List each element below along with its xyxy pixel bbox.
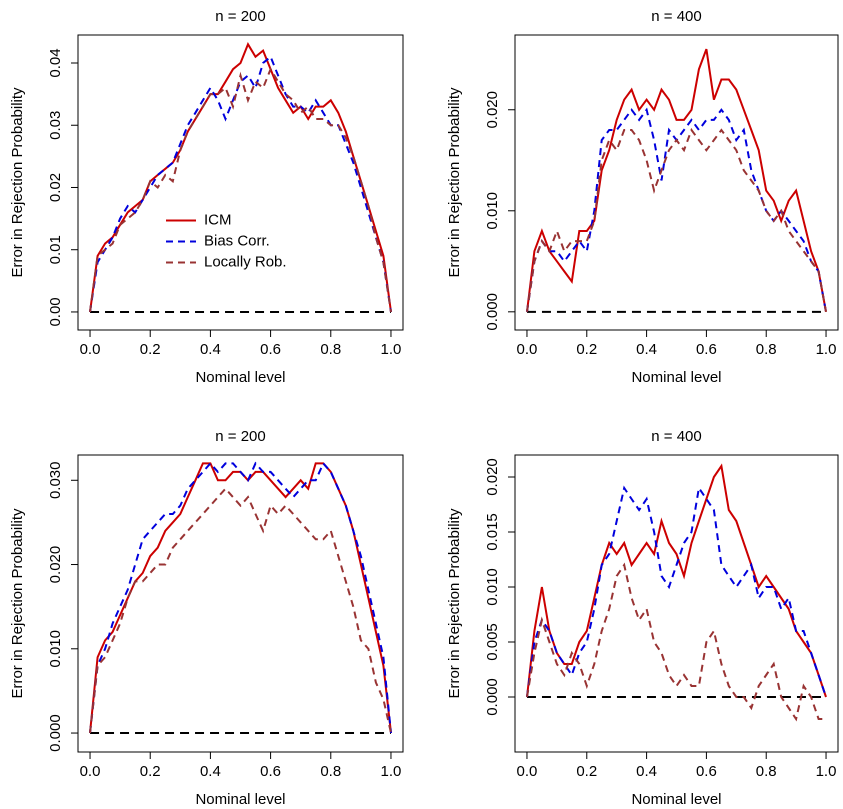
y-tick-label: 0.020	[484, 91, 501, 129]
x-tick-label: 1.0	[816, 341, 837, 358]
y-tick-label: 0.005	[484, 623, 501, 661]
x-tick-label: 0.4	[200, 763, 221, 780]
y-tick-label: 0.000	[484, 293, 501, 331]
x-tick-label: 1.0	[381, 763, 402, 780]
plot-box	[77, 34, 404, 331]
x-tick-label: 0.4	[636, 763, 657, 780]
y-tick-label: 0.000	[47, 714, 64, 752]
x-tick-label: 0.8	[320, 341, 341, 358]
y-tick-label: 0.020	[47, 546, 64, 584]
x-tick-label: 0.6	[260, 763, 281, 780]
y-axis-label: Error in Rejection Probability	[9, 87, 26, 278]
series-line	[89, 66, 392, 313]
y-axis-label: Error in Rejection Probability	[446, 508, 463, 699]
x-tick-label: 0.0	[517, 763, 538, 780]
chart-title: n = 200	[215, 8, 265, 25]
chart-title: n = 200	[215, 428, 265, 445]
x-axis-label: Nominal level	[631, 369, 721, 386]
x-tick-label: 0.0	[80, 341, 101, 358]
x-tick-label: 0.2	[576, 763, 597, 780]
y-tick-label: 0.000	[484, 678, 501, 716]
x-tick-label: 0.0	[80, 763, 101, 780]
plot-box	[514, 34, 839, 331]
legend-label: Bias Corr.	[204, 232, 270, 249]
series-line	[89, 461, 392, 734]
y-axis-label: Error in Rejection Probability	[9, 508, 26, 699]
x-axis-label: Nominal level	[195, 791, 285, 808]
chart-title: n = 400	[651, 8, 701, 25]
x-tick-label: 0.2	[140, 763, 161, 780]
x-tick-label: 0.2	[576, 341, 597, 358]
series-line	[526, 48, 827, 312]
y-tick-label: 0.010	[484, 192, 501, 230]
legend-label: Locally Rob.	[204, 253, 287, 270]
x-tick-label: 0.8	[756, 341, 777, 358]
x-tick-label: 0.0	[517, 341, 538, 358]
series-line	[89, 55, 392, 313]
x-tick-label: 0.4	[636, 341, 657, 358]
x-tick-label: 1.0	[816, 763, 837, 780]
y-tick-label: 0.010	[484, 568, 501, 606]
x-tick-label: 0.8	[756, 763, 777, 780]
x-tick-label: 0.4	[200, 341, 221, 358]
y-tick-label: 0.00	[47, 297, 64, 326]
series-line	[526, 562, 826, 722]
y-tick-label: 0.04	[47, 48, 64, 77]
series-line	[89, 487, 392, 734]
x-tick-label: 0.6	[696, 763, 717, 780]
series-line	[526, 485, 827, 698]
x-tick-label: 1.0	[381, 341, 402, 358]
x-axis-label: Nominal level	[195, 369, 285, 386]
y-tick-label: 0.015	[484, 513, 501, 551]
x-tick-label: 0.6	[696, 341, 717, 358]
y-tick-label: 0.020	[484, 458, 501, 496]
x-axis-label: Nominal level	[631, 791, 721, 808]
chart-title: n = 400	[651, 428, 701, 445]
y-tick-label: 0.03	[47, 111, 64, 140]
y-axis-label: Error in Rejection Probability	[446, 87, 463, 278]
x-tick-label: 0.2	[140, 341, 161, 358]
series-line	[526, 463, 827, 698]
x-tick-label: 0.8	[320, 763, 341, 780]
y-tick-label: 0.030	[47, 462, 64, 500]
x-tick-label: 0.6	[260, 341, 281, 358]
legend-label: ICM	[204, 211, 232, 228]
y-tick-label: 0.01	[47, 235, 64, 264]
y-tick-label: 0.010	[47, 630, 64, 668]
y-tick-label: 0.02	[47, 173, 64, 202]
series-line	[526, 127, 827, 312]
series-line	[89, 42, 392, 313]
series-line	[89, 462, 392, 734]
